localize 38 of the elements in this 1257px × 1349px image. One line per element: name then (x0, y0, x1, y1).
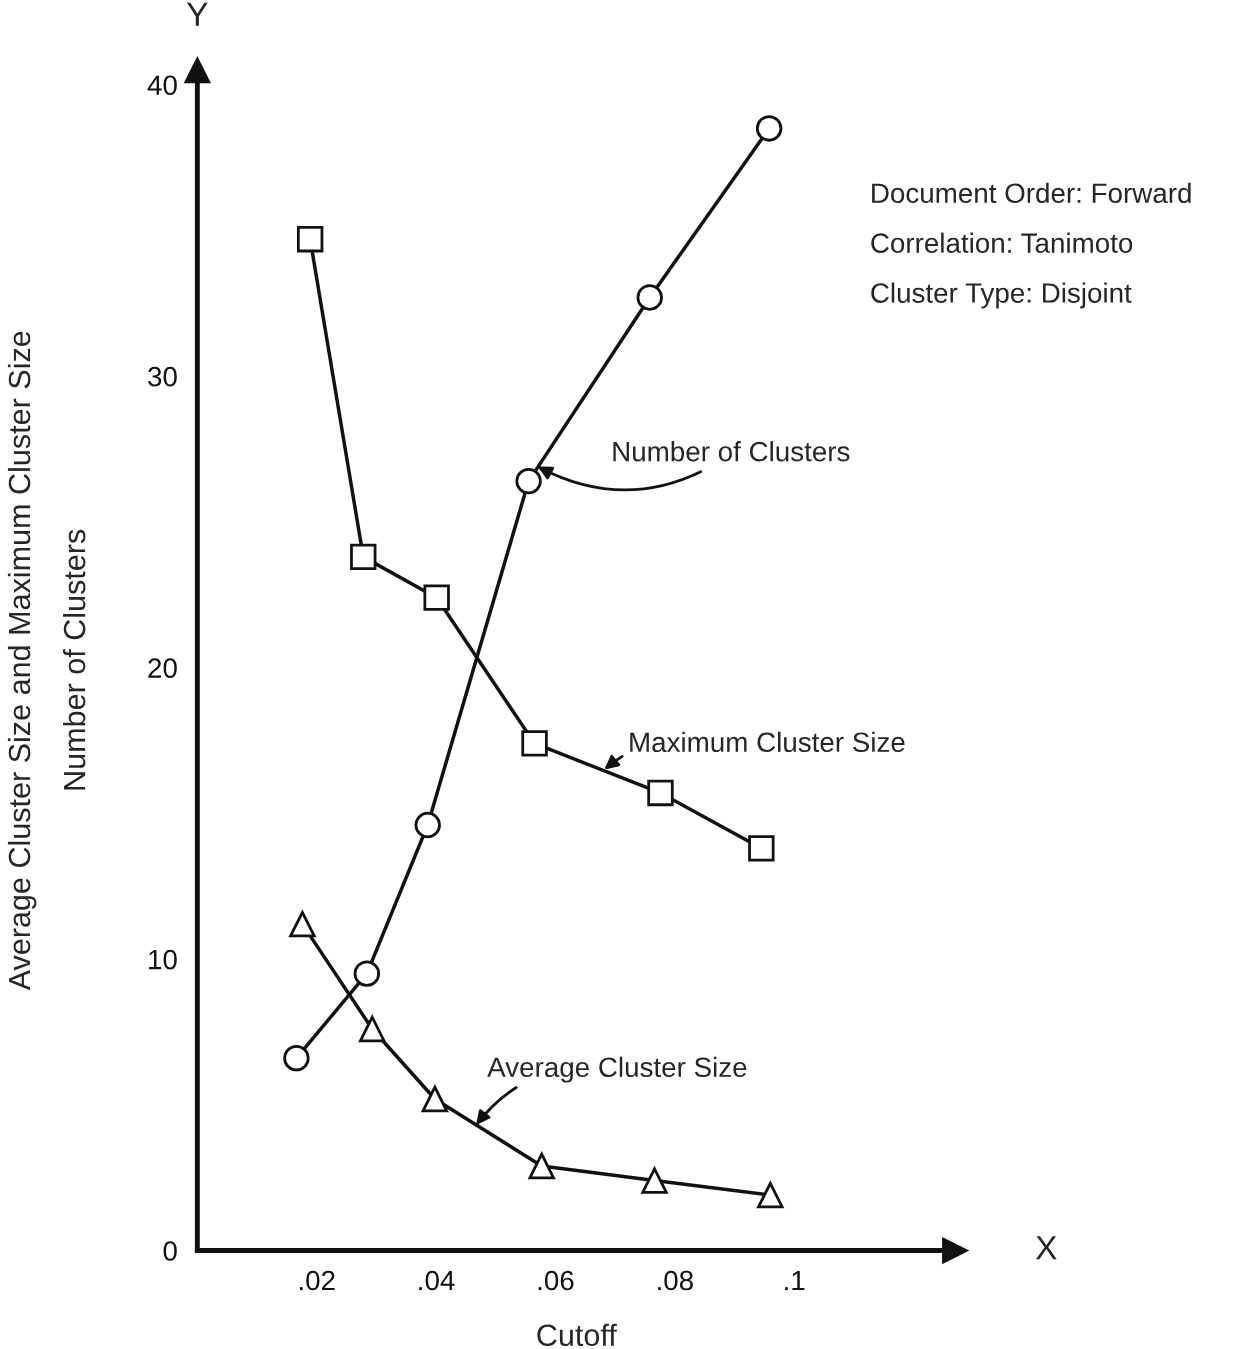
x-axis-title: Cutoff (537, 1323, 617, 1347)
point (359, 1015, 386, 1043)
point (528, 1152, 555, 1180)
point (350, 543, 377, 571)
text: Y (186, 2, 208, 26)
point (647, 779, 674, 807)
y-axis-title: Average Cluster Size and Maximum Cluster Size Number of Clusters (7, 331, 86, 991)
text: X (1035, 1236, 1057, 1260)
y-tick-label: 20 (148, 658, 177, 678)
point (353, 960, 381, 987)
annotation: Number of Clusters (613, 441, 850, 462)
x-tick-label: .06 (538, 1270, 574, 1291)
annotation: Correlation: Tanimoto (871, 232, 1133, 253)
x-tick-label: .02 (299, 1270, 335, 1291)
y-tick-label: 0 (163, 1241, 177, 1261)
x-tick-label: .04 (419, 1270, 455, 1291)
y-tick-label: 30 (148, 366, 177, 387)
x-tick-label: .1 (785, 1270, 805, 1291)
annotation: Cluster Type: Disjoint (871, 282, 1132, 309)
annotation: Maximum Cluster Size (630, 731, 905, 753)
y-tick-label: 40 (147, 75, 177, 96)
point (515, 467, 542, 495)
point (521, 730, 548, 757)
annotation: Average Cluster Size (487, 1056, 747, 1083)
point (283, 1044, 310, 1072)
point (755, 115, 783, 142)
point (414, 811, 441, 839)
y-tick-label: 10 (149, 949, 177, 970)
point (636, 284, 663, 311)
x-tick-label: .08 (658, 1270, 693, 1291)
point (421, 1085, 449, 1113)
point (289, 910, 316, 938)
point (423, 584, 450, 611)
point (748, 835, 775, 862)
annotation: Document Order: Forward (872, 182, 1191, 204)
point (296, 225, 324, 253)
point (757, 1181, 784, 1209)
point (641, 1167, 668, 1194)
